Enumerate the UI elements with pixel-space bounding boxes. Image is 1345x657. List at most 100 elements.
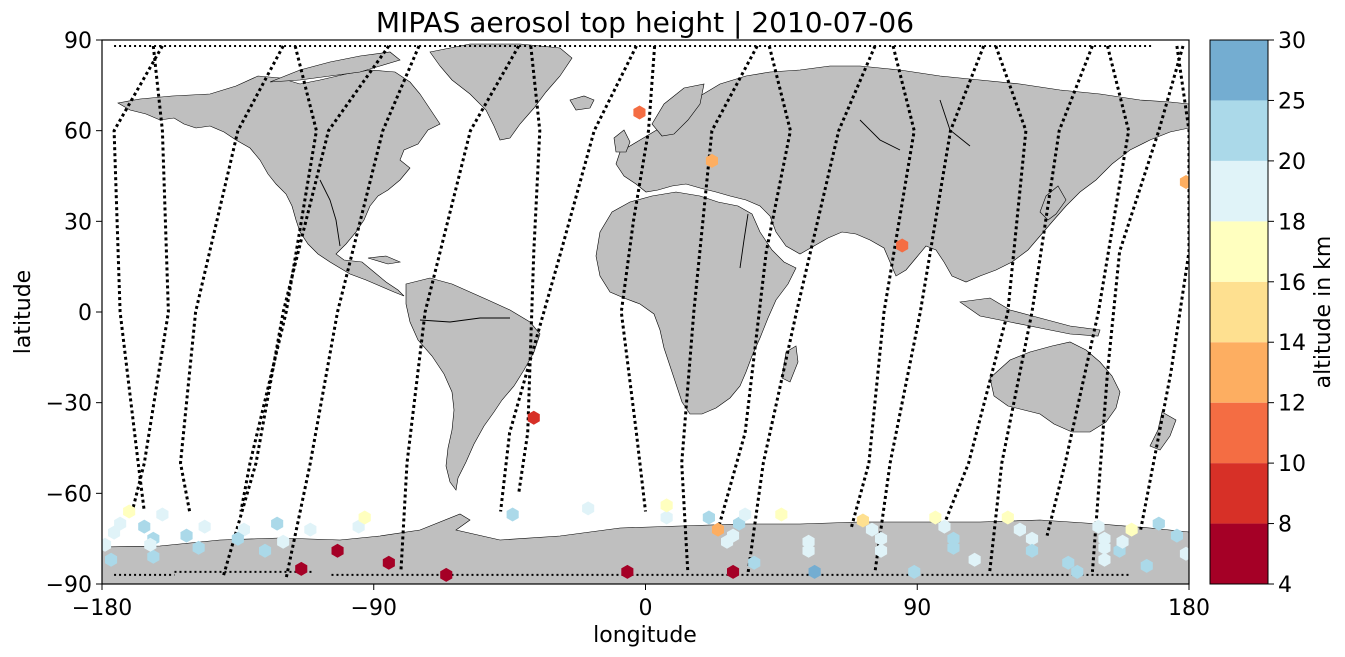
aerosol-point xyxy=(1062,555,1075,570)
aerosol-point xyxy=(1071,564,1084,579)
aerosol-point xyxy=(660,498,673,513)
plot-area xyxy=(102,43,1189,584)
aerosol-point xyxy=(147,549,160,564)
x-ticks: −180 −90 0 90 180 xyxy=(72,584,1210,621)
colorbar-tick-label: 30 xyxy=(1278,29,1306,54)
aerosol-point xyxy=(727,528,740,543)
aerosol-point xyxy=(896,238,909,253)
aerosol-point xyxy=(1152,516,1165,531)
colorbar-tick-label: 10 xyxy=(1278,452,1306,477)
aerosol-point xyxy=(506,507,519,522)
aerosol-point xyxy=(352,519,365,534)
aerosol-point xyxy=(1001,510,1014,525)
aerosol-point xyxy=(802,534,815,549)
colorbar-tick-label: 25 xyxy=(1278,89,1306,114)
aerosol-point xyxy=(711,522,724,537)
colorbar-bin xyxy=(1210,402,1268,464)
satellite-track xyxy=(873,45,986,573)
y-tick-label: 60 xyxy=(64,120,92,145)
aerosol-point xyxy=(1170,528,1183,543)
aerosol-point xyxy=(271,516,284,531)
aerosol-point xyxy=(440,567,453,582)
y-tick-label: 30 xyxy=(64,210,92,235)
aerosol-point xyxy=(1125,522,1138,537)
y-ticks: 90 60 30 0 −30 −60 −90 xyxy=(46,29,102,598)
aerosol-points xyxy=(102,105,1189,582)
colorbar-bin xyxy=(1210,281,1268,343)
satellite-track xyxy=(619,45,657,512)
y-tick-label: −60 xyxy=(46,482,92,507)
colorbar-tick-label: 14 xyxy=(1278,331,1306,356)
aerosol-point xyxy=(198,519,211,534)
aerosol-point xyxy=(527,410,540,425)
land-cuba xyxy=(367,255,402,265)
colorbar-tick-label: 18 xyxy=(1278,210,1306,235)
aerosol-point xyxy=(1179,175,1189,189)
y-tick-label: 0 xyxy=(78,301,92,326)
land-japan xyxy=(1039,185,1067,221)
satellite-track xyxy=(1090,45,1185,573)
land-madagascar xyxy=(781,345,799,383)
aerosol-point xyxy=(1092,519,1105,534)
aerosol-point xyxy=(156,507,169,522)
river-mississippi xyxy=(319,179,341,247)
colorbar-bin xyxy=(1210,40,1268,101)
aerosol-point xyxy=(1140,558,1153,573)
colorbar-tick-label: 4 xyxy=(1278,573,1292,598)
aerosol-point xyxy=(358,510,371,525)
land-australia xyxy=(989,341,1121,433)
aerosol-point xyxy=(1116,534,1129,549)
aerosol-point xyxy=(192,540,205,555)
land-south-america xyxy=(405,277,541,491)
colorbar-tick-label: 16 xyxy=(1278,271,1306,296)
aerosol-point xyxy=(144,537,157,552)
colorbar-bin xyxy=(1210,342,1268,403)
land-scandinavia xyxy=(651,83,705,137)
colorbar-tick-label: 8 xyxy=(1278,513,1292,538)
satellite-track xyxy=(943,45,1028,525)
y-axis-label: latitude xyxy=(11,270,36,354)
river-amazon xyxy=(419,317,510,323)
aerosol-point xyxy=(727,564,740,579)
aerosol-point xyxy=(733,516,746,531)
aerosol-point xyxy=(1098,540,1111,555)
aerosol-point xyxy=(968,552,981,567)
colorbar-label: altitude in km xyxy=(1311,236,1336,389)
aerosol-point xyxy=(295,561,308,576)
aerosol-point xyxy=(331,543,344,558)
colorbar xyxy=(1209,39,1269,585)
x-tick-label: 90 xyxy=(903,596,931,621)
map-title: MIPAS aerosol top height | 2010-07-06 xyxy=(376,6,914,39)
aerosol-point xyxy=(582,501,595,516)
colorbar-ticks: 4 8 10 12 14 16 18 20 25 30 xyxy=(1268,29,1306,598)
x-tick-label: 180 xyxy=(1168,596,1210,621)
colorbar-tick-label: 20 xyxy=(1278,150,1306,175)
satellite-track xyxy=(716,45,792,531)
aerosol-point xyxy=(304,522,317,537)
aerosol-point xyxy=(865,522,878,537)
aerosol-point xyxy=(382,555,395,570)
aerosol-point xyxy=(1025,543,1039,558)
aerosol-point xyxy=(1025,531,1039,546)
aerosol-point xyxy=(660,510,673,525)
aerosol-point xyxy=(1098,552,1111,567)
satellite-track xyxy=(130,45,170,512)
land-uk xyxy=(613,129,631,153)
aerosol-point xyxy=(237,522,250,537)
satellite-track xyxy=(746,45,877,573)
satellite-track xyxy=(1045,45,1131,536)
x-tick-label: −90 xyxy=(351,596,397,621)
x-tick-label: −180 xyxy=(72,596,132,621)
colorbar-bin xyxy=(1210,463,1268,524)
satellite-track xyxy=(178,45,285,512)
aerosol-point xyxy=(138,519,151,534)
river-nile xyxy=(739,213,749,269)
aerosol-point xyxy=(929,510,942,525)
aerosol-point xyxy=(180,528,193,543)
polar-tracks xyxy=(114,45,1153,576)
aerosol-point xyxy=(802,543,815,558)
aerosol-point xyxy=(856,513,869,528)
y-tick-label: −90 xyxy=(46,573,92,598)
aerosol-point xyxy=(908,564,921,579)
